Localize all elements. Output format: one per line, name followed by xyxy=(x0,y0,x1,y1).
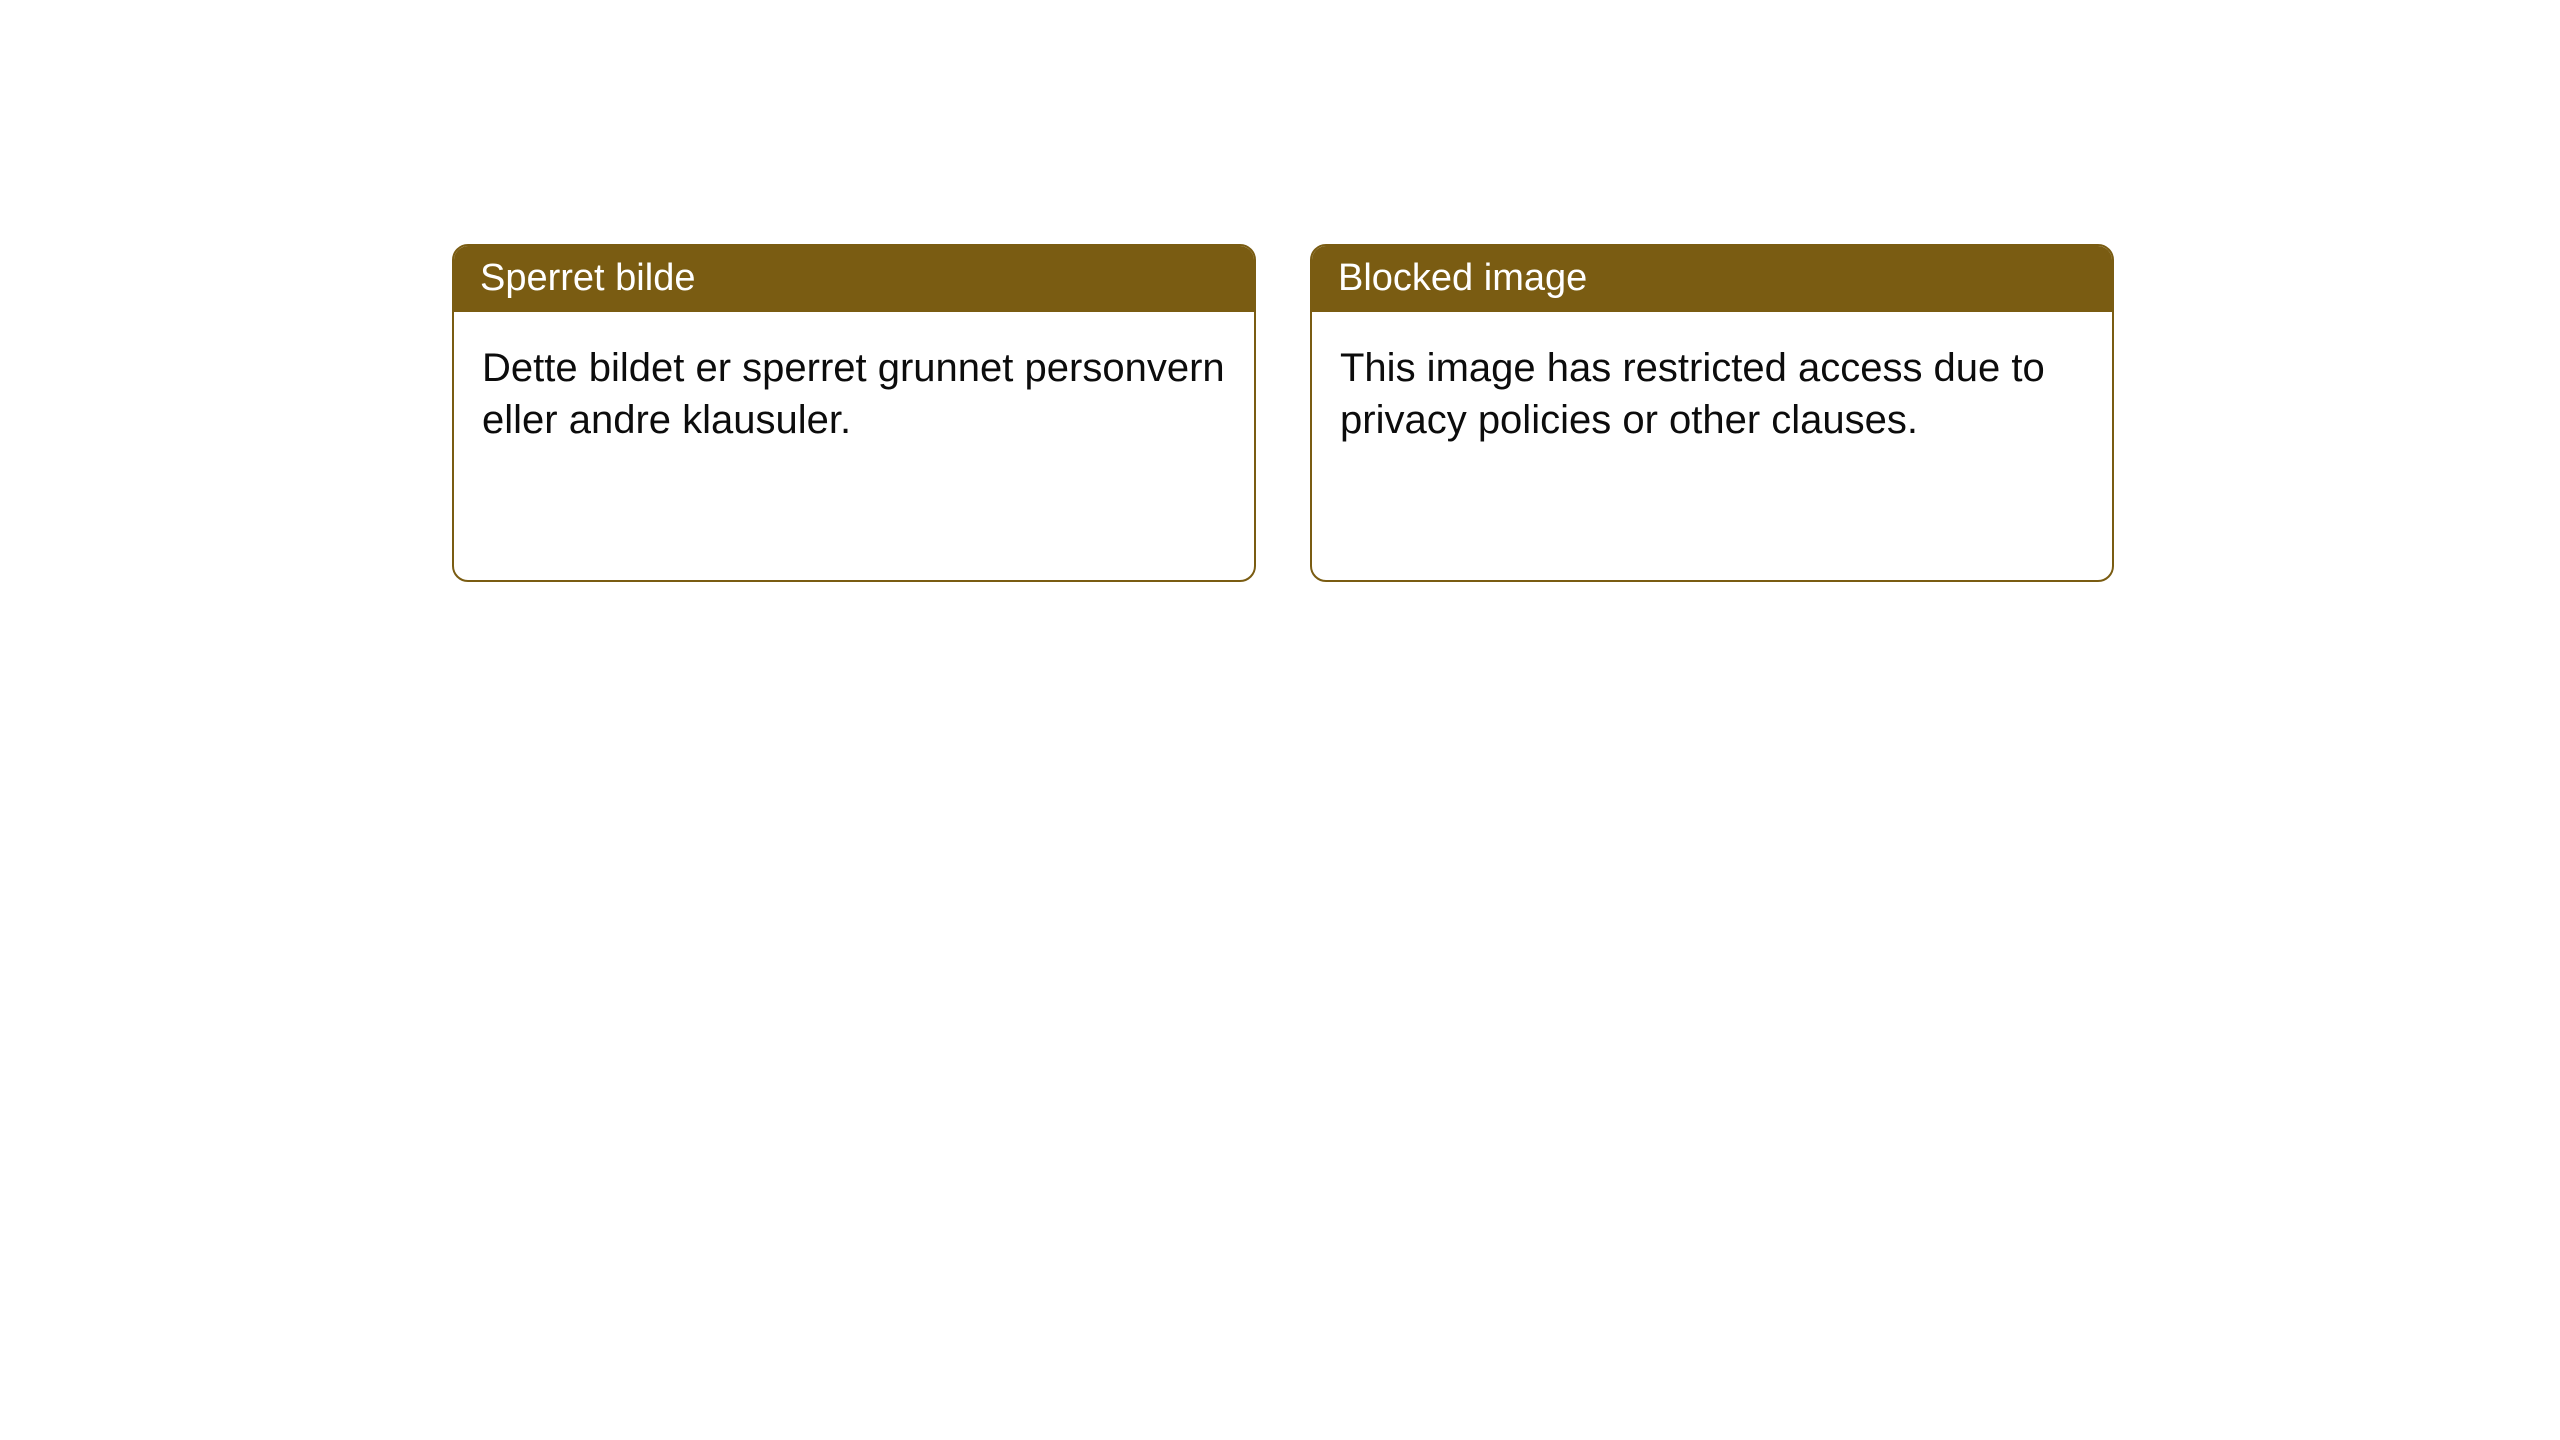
notice-body: This image has restricted access due to … xyxy=(1312,312,2112,478)
notice-body: Dette bildet er sperret grunnet personve… xyxy=(454,312,1254,478)
notice-card-norwegian: Sperret bilde Dette bildet er sperret gr… xyxy=(452,244,1256,582)
notice-container: Sperret bilde Dette bildet er sperret gr… xyxy=(452,244,2114,582)
notice-header: Sperret bilde xyxy=(454,246,1254,312)
notice-header: Blocked image xyxy=(1312,246,2112,312)
notice-card-english: Blocked image This image has restricted … xyxy=(1310,244,2114,582)
